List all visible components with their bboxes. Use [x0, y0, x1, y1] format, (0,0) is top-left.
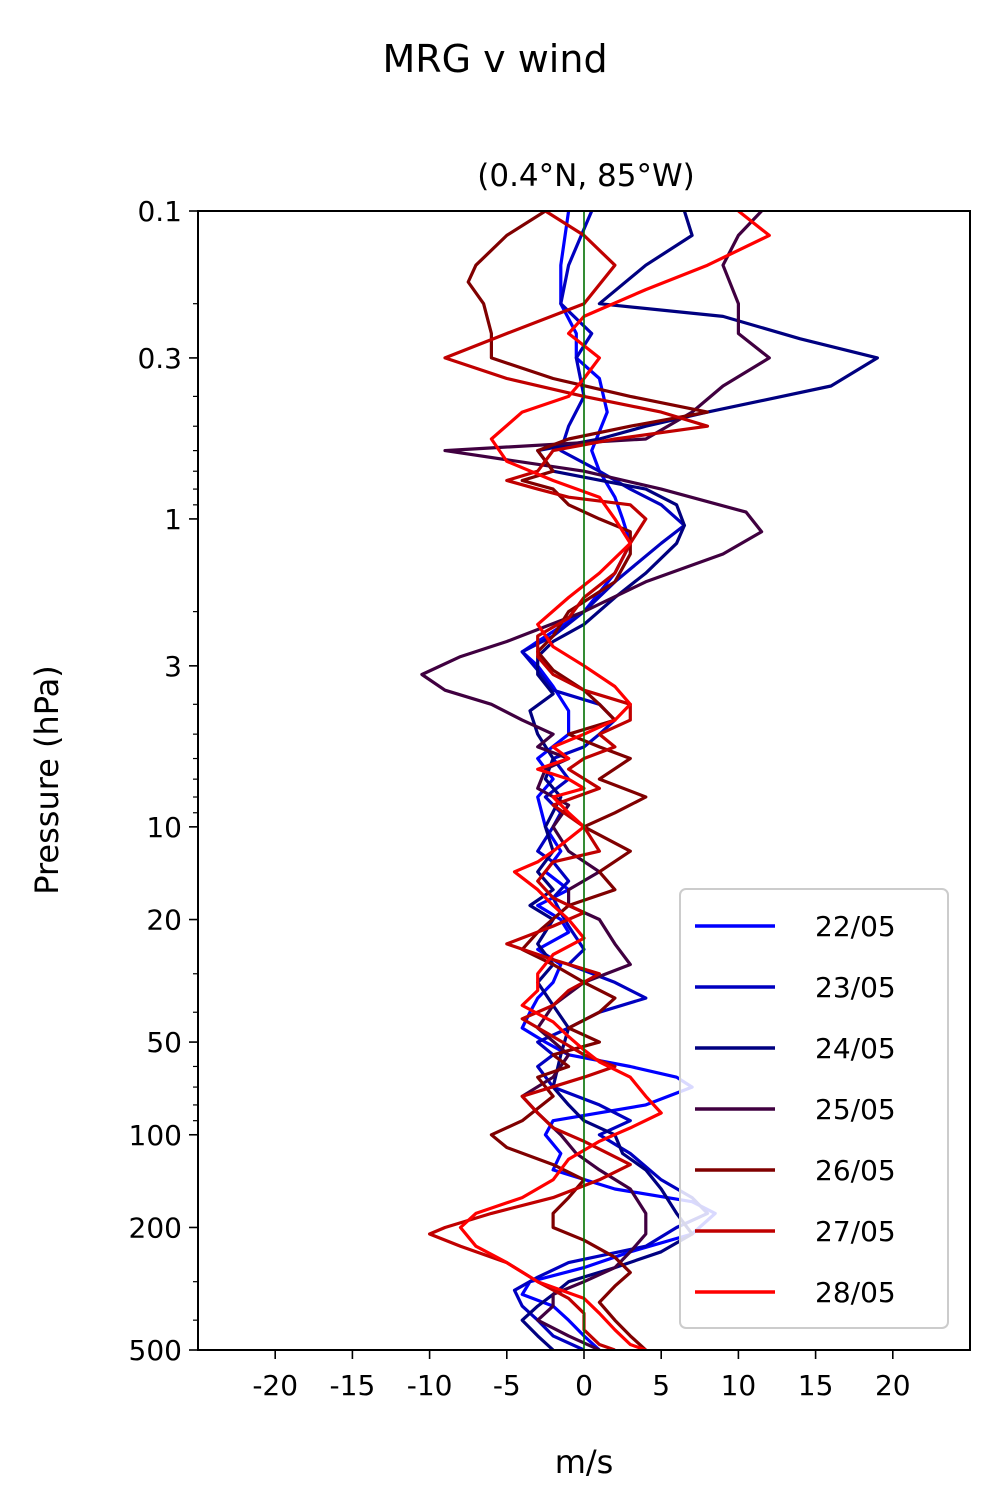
legend-label: 24/05 [815, 1032, 896, 1065]
series-line-4 [420, 211, 771, 1350]
series-line-3 [520, 211, 879, 1350]
y-tick-label: 10 [146, 811, 182, 844]
y-tick-label: 100 [129, 1119, 182, 1152]
y-tick-label: 50 [146, 1026, 182, 1059]
series-line-7 [458, 211, 771, 1350]
y-tick-label: 3 [164, 650, 182, 683]
x-tick-label: 0 [575, 1369, 593, 1402]
legend-frame [679, 888, 949, 1329]
legend-label: 25/05 [815, 1093, 896, 1126]
y-tick-label: 20 [146, 904, 182, 937]
x-axis-ticks: -20 -15 -10 -5 0 5 10 15 20 [252, 1350, 911, 1402]
x-axis-label: m/s [555, 1443, 614, 1481]
y-tick-label: 0.3 [137, 342, 182, 375]
x-tick-label: 10 [721, 1369, 757, 1402]
legend-label: 26/05 [815, 1154, 896, 1187]
y-axis-ticks: 0.1 0.3 1 3 10 20 50 100 200 500 [129, 195, 198, 1367]
y-axis-label: Pressure (hPa) [28, 665, 66, 895]
x-tick-label: -20 [252, 1369, 298, 1402]
legend-label: 23/05 [815, 971, 896, 1004]
x-tick-label: -10 [407, 1369, 453, 1402]
y-tick-label: 1 [164, 503, 182, 536]
x-tick-label: -15 [330, 1369, 376, 1402]
legend: 22/05 23/05 24/05 25/05 26/05 27/05 28/05 [679, 888, 949, 1329]
series-line-2 [512, 211, 710, 1350]
x-tick-label: -5 [493, 1369, 521, 1402]
y-tick-label: 500 [129, 1334, 182, 1367]
y-tick-label: 200 [129, 1211, 182, 1244]
chart-subtitle: (0.4°N, 85°W) [477, 158, 694, 194]
x-tick-label: 5 [652, 1369, 670, 1402]
legend-label: 27/05 [815, 1215, 896, 1248]
legend-label: 28/05 [815, 1276, 896, 1309]
y-tick-label: 0.1 [137, 195, 182, 228]
legend-label: 22/05 [815, 910, 896, 943]
chart-title: MRG v wind [382, 37, 607, 81]
x-tick-label: 20 [875, 1369, 911, 1402]
x-tick-label: 15 [798, 1369, 834, 1402]
